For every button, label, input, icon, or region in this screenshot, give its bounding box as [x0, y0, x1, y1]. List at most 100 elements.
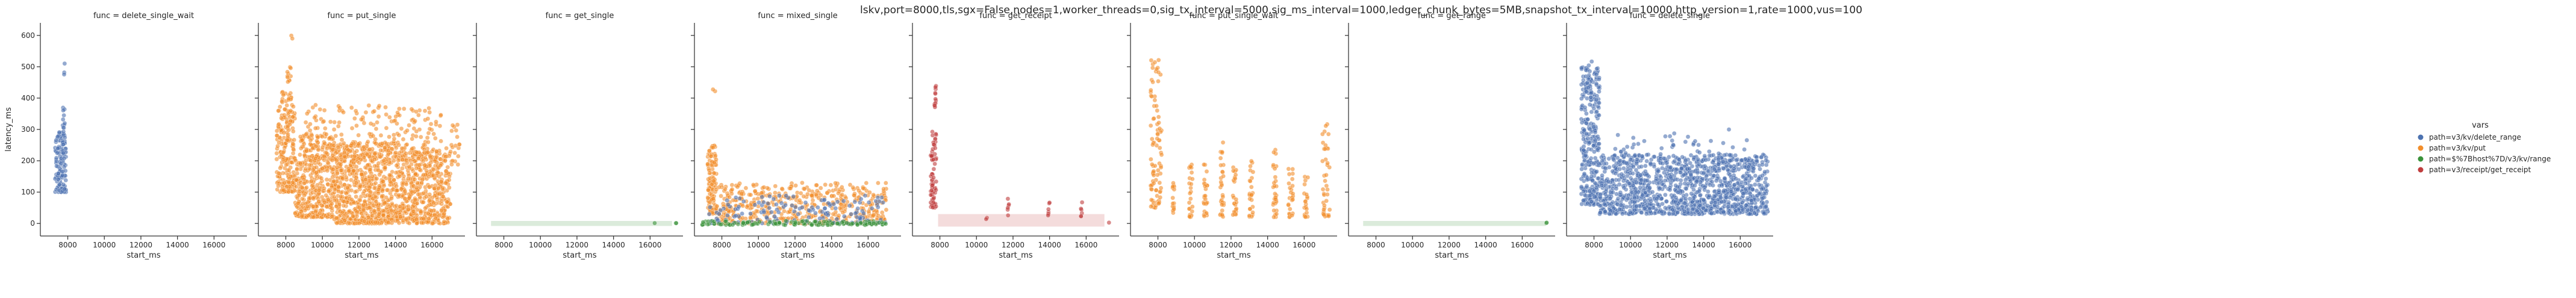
- data-point: [276, 108, 281, 113]
- data-point: [1733, 176, 1739, 181]
- data-point: [334, 203, 339, 209]
- x-tick-label: 16000: [1729, 241, 1751, 249]
- data-point: [840, 210, 846, 215]
- data-point: [449, 128, 454, 134]
- data-point: [1651, 154, 1657, 160]
- data-point: [376, 211, 382, 217]
- data-point: [1591, 143, 1596, 148]
- data-point: [379, 141, 385, 146]
- y-tick-label: 100: [21, 188, 35, 196]
- data-point: [426, 174, 432, 179]
- data-point: [1305, 175, 1311, 180]
- data-point: [396, 193, 402, 197]
- data-point: [767, 205, 772, 211]
- data-point: [63, 178, 69, 183]
- data-point: [741, 199, 746, 204]
- data-point: [705, 222, 711, 227]
- data-point: [1202, 201, 1206, 206]
- data-point: [410, 157, 416, 162]
- data-point: [1676, 161, 1681, 167]
- data-point: [1271, 208, 1277, 213]
- data-point: [1323, 178, 1327, 184]
- data-point: [302, 181, 307, 186]
- x-tick-label: 12000: [1002, 241, 1024, 249]
- data-point: [370, 134, 376, 138]
- y-tick-label: 300: [21, 125, 35, 134]
- y-tick-label: 500: [21, 63, 35, 71]
- data-point: [1672, 158, 1677, 164]
- data-point: [324, 177, 329, 182]
- data-point: [870, 213, 876, 218]
- data-point: [374, 176, 379, 181]
- data-point: [1587, 188, 1592, 194]
- data-point: [864, 181, 869, 185]
- data-point: [57, 182, 62, 187]
- data-point: [1588, 95, 1594, 100]
- data-point: [1674, 167, 1679, 172]
- x-tick-label: 8000: [931, 241, 949, 249]
- data-point: [344, 143, 349, 149]
- data-point: [725, 202, 731, 207]
- data-point: [55, 151, 60, 156]
- data-point: [788, 186, 793, 191]
- x-tick-label: 14000: [166, 241, 189, 249]
- data-point: [328, 119, 333, 125]
- x-tick-label: 8000: [58, 241, 77, 249]
- data-point: [1711, 183, 1715, 188]
- data-point: [387, 172, 392, 178]
- data-point: [296, 193, 302, 198]
- data-point: [933, 96, 938, 102]
- data-point: [809, 193, 815, 198]
- data-point: [1155, 108, 1160, 113]
- data-point: [447, 185, 452, 190]
- data-point: [406, 207, 411, 212]
- data-point: [761, 200, 766, 205]
- data-point: [395, 188, 400, 193]
- data-point: [710, 145, 716, 150]
- data-point: [714, 203, 720, 209]
- data-point: [1679, 166, 1684, 171]
- data-point: [350, 214, 355, 219]
- data-point: [401, 137, 406, 142]
- data-point: [320, 144, 325, 150]
- data-point: [1150, 142, 1155, 147]
- data-point: [1149, 94, 1155, 99]
- data-point: [1271, 163, 1276, 167]
- data-point: [373, 181, 378, 186]
- data-point: [332, 197, 337, 203]
- data-point: [840, 220, 845, 225]
- data-point: [368, 190, 373, 194]
- data-point: [743, 185, 749, 191]
- x-tick-label: 12000: [348, 241, 370, 249]
- data-point: [806, 188, 812, 193]
- data-point: [1744, 176, 1749, 181]
- data-point: [1582, 193, 1588, 198]
- data-point: [1247, 179, 1253, 184]
- data-point: [421, 216, 426, 222]
- x-tick-label: 14000: [1038, 241, 1061, 249]
- data-point: [856, 188, 861, 193]
- data-point: [750, 222, 755, 227]
- data-point: [353, 108, 358, 114]
- data-point: [1230, 168, 1236, 173]
- data-point: [867, 190, 872, 195]
- data-point: [365, 163, 370, 168]
- data-point: [444, 199, 450, 205]
- data-point: [1753, 182, 1757, 187]
- data-point: [425, 150, 431, 155]
- data-point: [443, 169, 449, 174]
- data-point: [322, 199, 327, 205]
- data-point: [800, 205, 805, 210]
- data-point: [315, 134, 320, 140]
- data-point: [1249, 184, 1254, 190]
- data-point: [730, 222, 735, 228]
- data-point: [725, 213, 730, 218]
- data-point: [876, 181, 881, 185]
- data-point: [1621, 185, 1627, 190]
- data-point: [1591, 188, 1597, 194]
- data-point: [1592, 130, 1598, 135]
- data-point: [303, 166, 308, 172]
- data-point: [1579, 120, 1585, 125]
- data-point: [61, 72, 67, 77]
